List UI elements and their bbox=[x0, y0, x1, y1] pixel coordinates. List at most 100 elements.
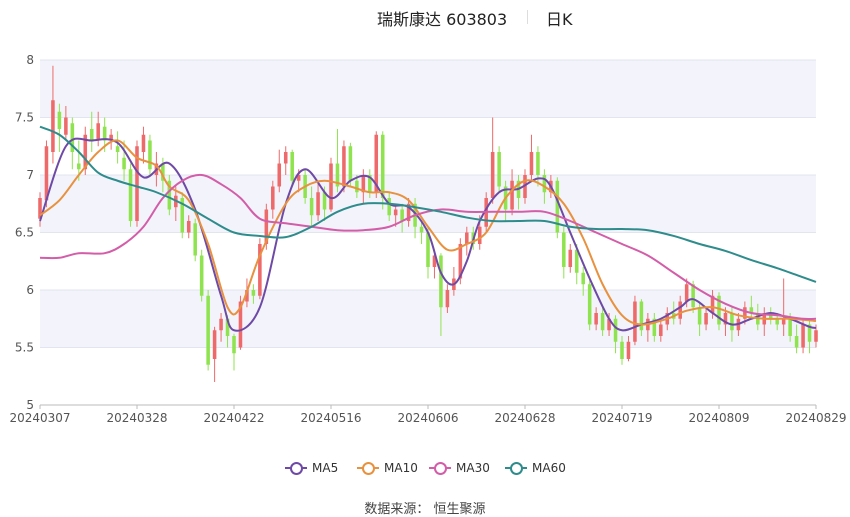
candle-body bbox=[562, 232, 566, 267]
y-tick-label: 8 bbox=[26, 53, 34, 67]
ma60-line bbox=[39, 125, 817, 283]
candle-body bbox=[186, 221, 191, 233]
y-tick-label: 7.5 bbox=[15, 111, 34, 125]
candle-body bbox=[44, 146, 49, 201]
candle-body bbox=[180, 198, 185, 233]
candle-body bbox=[523, 175, 527, 198]
ma5-line bbox=[39, 137, 817, 332]
candle-body bbox=[38, 198, 42, 219]
candle-body bbox=[490, 152, 495, 198]
candle-body bbox=[419, 226, 424, 233]
candle-body bbox=[607, 318, 611, 331]
candle-body bbox=[89, 129, 94, 141]
candle-body bbox=[788, 318, 792, 336]
candle-body bbox=[477, 226, 482, 244]
candle-body bbox=[232, 336, 236, 354]
candle-body bbox=[807, 324, 812, 342]
candle-body bbox=[445, 290, 450, 308]
candle-body bbox=[115, 146, 120, 152]
x-tick-label: 20240829 bbox=[785, 411, 846, 425]
candle-body bbox=[348, 146, 353, 181]
candle-body bbox=[193, 223, 197, 256]
candle-body bbox=[374, 134, 379, 193]
candle-body bbox=[283, 152, 288, 164]
candle-body bbox=[659, 324, 663, 336]
candle-body bbox=[691, 284, 695, 308]
candle-body bbox=[432, 255, 437, 267]
candle-body bbox=[497, 152, 501, 187]
x-tick-label: 20240628 bbox=[494, 411, 555, 425]
y-tick-label: 5.5 bbox=[15, 341, 34, 355]
grid-band bbox=[40, 60, 816, 118]
candle-body bbox=[83, 134, 88, 170]
chart-title-row: 瑞斯康达 603803 日K bbox=[0, 4, 850, 29]
candle-body bbox=[814, 330, 818, 342]
x-tick-label: 20240328 bbox=[106, 411, 167, 425]
candle-body bbox=[167, 180, 172, 210]
candle-body bbox=[342, 146, 346, 187]
candle-body bbox=[290, 152, 294, 181]
candle-body bbox=[581, 272, 585, 285]
candle-body bbox=[329, 163, 333, 210]
candle-body bbox=[109, 134, 113, 141]
candle-body bbox=[781, 318, 786, 325]
legend-ma10-marker bbox=[357, 462, 379, 475]
candle-body bbox=[613, 318, 618, 342]
candle-body bbox=[316, 192, 320, 216]
candle-body bbox=[743, 307, 747, 319]
candle-body bbox=[122, 157, 126, 170]
candle-body bbox=[141, 134, 146, 152]
legend-item-ma10[interactable]: MA10 bbox=[357, 458, 418, 478]
x-tick-label: 20240809 bbox=[688, 411, 749, 425]
candle-body bbox=[794, 336, 799, 348]
candle-body bbox=[368, 175, 372, 193]
candle-body bbox=[717, 295, 721, 325]
candle-body bbox=[335, 163, 340, 187]
candle-body bbox=[322, 192, 327, 210]
candle-body bbox=[439, 255, 443, 308]
candle-body bbox=[574, 249, 579, 273]
candle-body bbox=[64, 117, 68, 135]
legend-item-ma5[interactable]: MA5 bbox=[285, 458, 338, 478]
legend-ma30-label: MA30 bbox=[456, 461, 490, 475]
legend-item-ma60[interactable]: MA60 bbox=[505, 458, 566, 478]
candle-body bbox=[684, 284, 689, 302]
period-tab-daily[interactable]: 日K bbox=[546, 10, 573, 29]
candle-body bbox=[639, 301, 644, 331]
legend-ma10-label: MA10 bbox=[384, 461, 418, 475]
candle-body bbox=[801, 324, 805, 348]
candle-body bbox=[51, 100, 55, 152]
candle-body bbox=[102, 126, 107, 141]
candle-body bbox=[271, 186, 275, 210]
candle-body bbox=[723, 313, 728, 325]
legend: MA5 MA10 MA30 MA60 bbox=[0, 458, 850, 478]
legend-ma30-marker bbox=[429, 462, 451, 475]
candle-body bbox=[555, 180, 560, 233]
candle-body bbox=[225, 318, 230, 336]
candle-body bbox=[361, 175, 366, 193]
y-tick-label: 6.5 bbox=[15, 226, 34, 240]
candle-body bbox=[393, 209, 398, 216]
candle-body bbox=[678, 301, 682, 319]
candle-body bbox=[199, 255, 204, 296]
candle-body bbox=[587, 284, 592, 325]
candle-body bbox=[775, 318, 779, 325]
candle-body bbox=[400, 209, 404, 221]
candle-body bbox=[96, 123, 100, 141]
candle-body bbox=[542, 175, 547, 193]
candle-body bbox=[426, 232, 430, 267]
candle-body bbox=[730, 313, 734, 331]
candle-body bbox=[128, 169, 133, 221]
legend-ma60-label: MA60 bbox=[532, 461, 566, 475]
candle-body bbox=[697, 307, 702, 325]
candle-body bbox=[536, 152, 540, 175]
candle-body bbox=[148, 140, 152, 170]
candle-body bbox=[568, 249, 573, 267]
chart-title: 瑞斯康达 603803 bbox=[377, 10, 508, 29]
candle-body bbox=[258, 244, 262, 296]
candle-body bbox=[206, 295, 210, 365]
legend-item-ma30[interactable]: MA30 bbox=[429, 458, 490, 478]
candle-body bbox=[77, 163, 81, 170]
x-tick-label: 20240516 bbox=[300, 411, 361, 425]
candle-body bbox=[749, 307, 754, 313]
